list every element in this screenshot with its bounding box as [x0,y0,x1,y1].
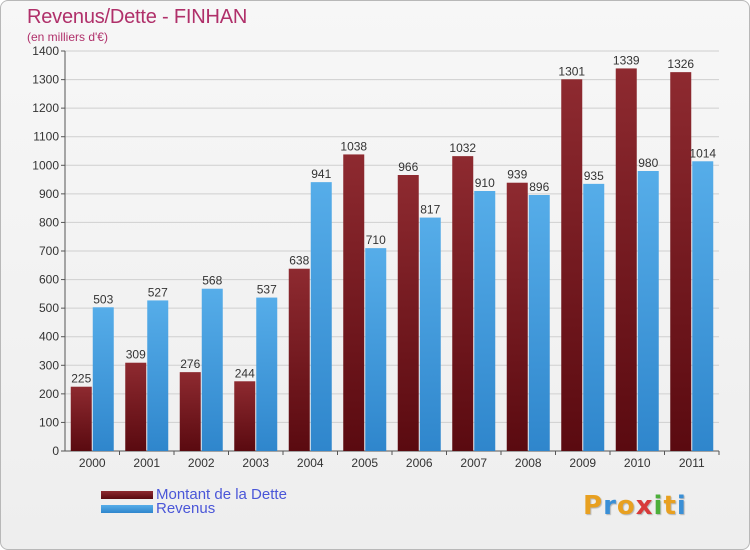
data-label: 244 [235,366,255,380]
logo-letter: i [676,491,687,521]
bar-revenus [147,300,169,451]
x-tick-label: 2003 [242,456,269,470]
data-label: 276 [180,357,200,371]
y-tick-label: 1200 [32,101,59,115]
data-label: 941 [311,167,331,181]
y-tick-label: 900 [39,187,59,201]
y-tick-label: 1000 [32,158,59,172]
chart-subtitle: (en milliers d'€) [27,30,108,44]
y-tick-label: 1300 [32,73,59,87]
bar-dette [288,268,310,451]
x-tick-label: 2000 [79,456,106,470]
bar-dette [397,175,419,451]
data-label: 537 [257,283,277,297]
data-label: 503 [93,292,113,306]
data-label: 1301 [558,64,585,78]
y-tick-label: 600 [39,273,59,287]
y-tick-label: 200 [39,387,59,401]
y-tick-label: 1400 [32,44,59,58]
gridlines [65,50,719,423]
bar-revenus [201,288,223,451]
data-label: 939 [507,168,527,182]
bar-dette [125,362,147,451]
data-label: 1326 [667,57,694,71]
data-label: 817 [420,203,440,217]
data-label: 1014 [689,146,716,160]
bar-revenus [256,297,278,451]
bar-revenus [419,217,441,451]
x-tick-label: 2004 [297,456,324,470]
x-tick-label: 2002 [188,456,215,470]
bar-dette [615,68,637,451]
y-tick-label: 0 [52,444,59,458]
data-label: 225 [71,372,91,386]
data-labels: 225 503 309 527 276 568 244 537 638 941 1038 710 966… [71,53,716,385]
bar-dette [561,79,583,452]
x-tick-label: 2006 [406,456,433,470]
y-tick-label: 700 [39,244,59,258]
bar-dette [506,182,528,451]
bar-dette [234,381,256,451]
bar-revenus [365,248,387,451]
logo-letter: o [616,491,636,521]
y-tick-label: 1100 [33,130,59,144]
y-tick-label: 300 [39,358,59,372]
data-label: 910 [475,176,495,190]
x-tick-label: 2007 [460,456,487,470]
data-label: 568 [202,274,222,288]
logo-letter: x [635,491,654,521]
y-tick-label: 400 [39,330,59,344]
bar-revenus [583,183,605,451]
legend-swatch-dette [101,491,153,499]
x-tick-label: 2011 [679,456,705,470]
x-tick-label: 2010 [624,456,651,470]
data-label: 638 [289,254,309,268]
proxiti-logo: Proxiti [583,491,687,521]
data-label: 1339 [613,53,640,67]
bar-dette [670,72,692,452]
logo-letter: t [663,491,677,521]
logo-letter: P [583,491,604,521]
data-label: 710 [366,233,386,247]
bar-dette [179,372,201,451]
bar-revenus [310,182,332,451]
legend-swatch-revenus [101,505,153,513]
bar-dette [343,154,365,451]
data-label: 527 [148,285,168,299]
bar-revenus [92,307,114,451]
logo-letter: i [653,491,664,521]
data-label: 935 [584,169,604,183]
data-label: 1038 [340,139,367,153]
bar-dette [452,156,474,451]
legend-label-dette: Montant de la Dette [156,486,287,503]
bars [70,68,714,452]
data-label: 309 [126,348,146,362]
y-tick-label: 500 [39,301,59,315]
bar-revenus [474,191,496,451]
x-tick-label: 2009 [569,456,596,470]
y-tick-label: 100 [39,415,59,429]
y-tick-label: 800 [39,215,59,229]
x-tick-label: 2008 [515,456,542,470]
x-tick-label: 2001 [133,456,160,470]
bar-revenus [528,195,550,451]
x-tick-label: 2005 [351,456,378,470]
data-label: 966 [398,160,418,174]
axes: 0 100 200 300 400 500 600 700 800 900 1000 1100 1200… [32,44,720,470]
data-label: 980 [638,156,658,170]
legend-label-revenus: Revenus [156,500,216,517]
data-label: 1032 [449,141,476,155]
data-label: 896 [529,180,549,194]
bar-dette [70,386,92,451]
logo-letter: r [603,491,617,521]
bar-revenus [692,161,714,452]
chart-title: Revenus/Dette - FINHAN [27,6,248,28]
bar-revenus [637,171,659,451]
